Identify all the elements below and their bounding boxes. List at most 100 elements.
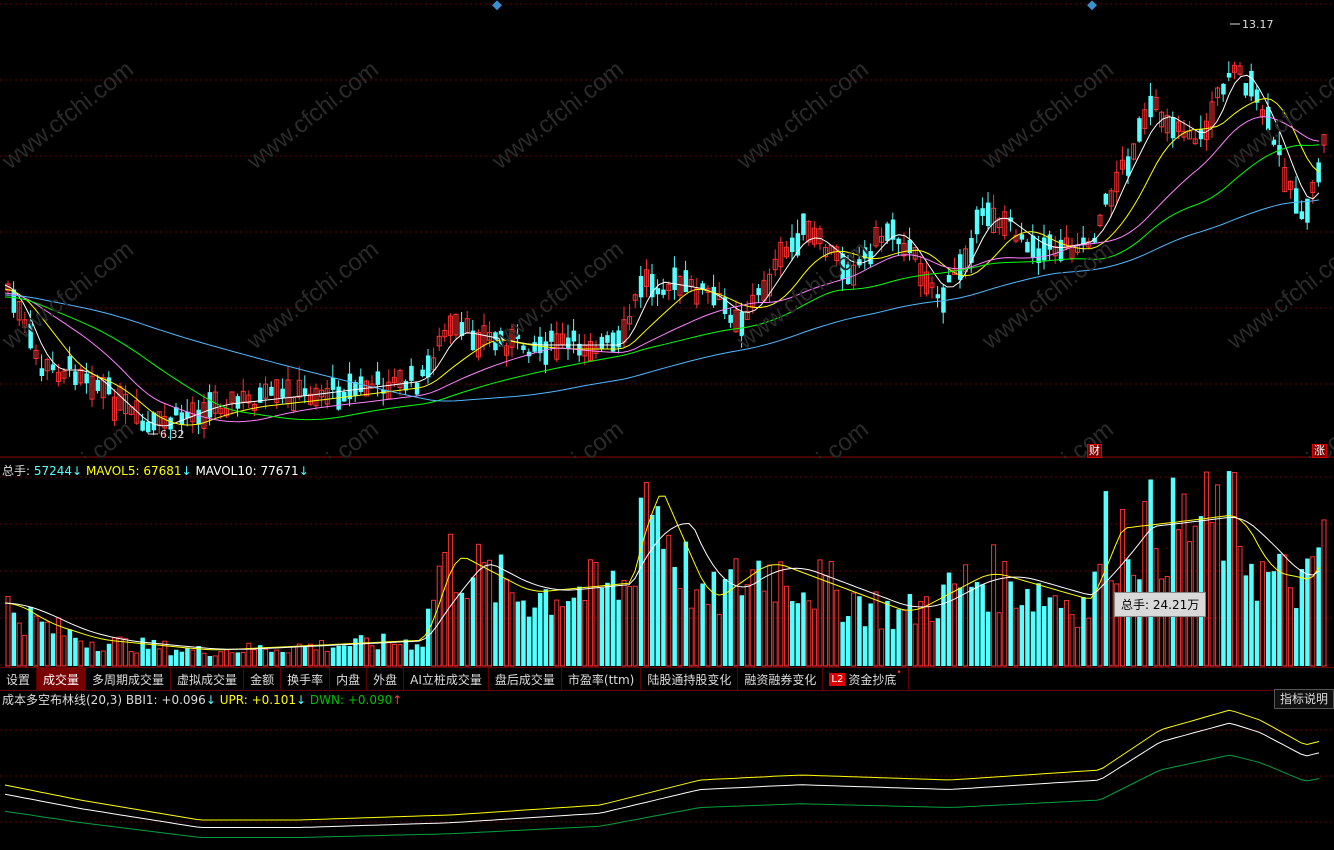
- candle-up: [240, 390, 246, 403]
- volume-bar-down: [420, 646, 425, 666]
- volume-bar-down: [683, 541, 689, 666]
- volume-bar-up: [274, 649, 280, 667]
- candle-up: [783, 246, 789, 258]
- candle-up: [1164, 114, 1170, 134]
- candle-up: [811, 227, 817, 245]
- candle-up: [22, 319, 28, 328]
- earnings-badge[interactable]: 财: [1087, 444, 1102, 458]
- candle-up: [923, 271, 929, 295]
- candle-up: [772, 258, 778, 271]
- volume-bar-up: [61, 635, 67, 667]
- mavol10-arrow: ↓: [298, 464, 309, 478]
- candle-down: [207, 392, 213, 418]
- upr-arrow: ↓: [295, 693, 307, 707]
- tab-bottom-fishing[interactable]: L2 资金抄底 •: [823, 668, 909, 690]
- candle-down: [1271, 139, 1277, 145]
- volume-bar-down: [426, 608, 431, 666]
- volume-bar-up: [212, 655, 218, 667]
- volume-bar-down: [95, 651, 101, 666]
- volume-bar-down: [571, 597, 577, 666]
- candle-down: [1299, 211, 1305, 220]
- tab-turnover[interactable]: 换手率: [281, 668, 331, 690]
- volume-bars[interactable]: [0, 459, 1334, 667]
- candle-up: [229, 391, 235, 404]
- tab-ai-volume[interactable]: AI立桩成交量: [404, 668, 489, 690]
- volume-bar-down: [1170, 477, 1176, 666]
- candlestick-chart[interactable]: www.cfchi.com www.cfchi.com www.cfchi.com w…: [0, 0, 1334, 458]
- volume-bar-down: [958, 587, 963, 666]
- event-marker-icon[interactable]: [1087, 0, 1097, 11]
- bbi-label: BBI1:: [122, 693, 162, 707]
- tab-northbound-holdings[interactable]: 陆股通持股变化: [641, 668, 739, 690]
- candle-down: [1221, 83, 1226, 95]
- upr-line: [4, 709, 1320, 821]
- dwn-value: +0.090: [347, 693, 393, 707]
- candle-down: [185, 411, 190, 419]
- volume-bar-up: [319, 640, 325, 667]
- event-marker-icon[interactable]: [492, 0, 502, 11]
- volume-bar-down: [896, 609, 901, 666]
- volume-bar-up: [369, 645, 375, 667]
- watermark: www.cfchi.com: [731, 416, 873, 458]
- volume-bar-up: [1114, 583, 1120, 667]
- candle-down: [151, 412, 157, 431]
- volume-chart[interactable]: [0, 459, 1334, 667]
- tab-settings[interactable]: 设置: [0, 668, 38, 690]
- volume-bar-down: [1271, 571, 1277, 666]
- volume-bar-up: [162, 640, 168, 667]
- dwn-label: DWN:: [306, 693, 348, 707]
- candle-up: [391, 376, 397, 384]
- tab-amount[interactable]: 金额: [244, 668, 282, 690]
- candle-up: [1231, 64, 1237, 73]
- candle-down: [616, 330, 621, 348]
- mavol5-label: MAVOL5:: [85, 464, 144, 478]
- candle-up: [201, 402, 207, 429]
- candle-down: [722, 297, 728, 315]
- tab-multi-period-volume[interactable]: 多周期成交量: [86, 668, 172, 690]
- volume-bar-up: [1164, 575, 1170, 667]
- bollinger-lines[interactable]: [0, 690, 1334, 850]
- candle-up: [1215, 87, 1221, 99]
- volume-bar-down: [549, 614, 554, 666]
- tab-pe-ttm[interactable]: 市盈率(ttm): [562, 668, 642, 690]
- candle-up: [806, 220, 812, 243]
- indicator-explain-button[interactable]: 指标说明: [1273, 689, 1334, 709]
- indicator-chart[interactable]: [0, 690, 1334, 850]
- candle-up: [694, 288, 700, 305]
- candle-down: [168, 417, 173, 430]
- candle-up: [55, 371, 61, 383]
- candle-up: [1310, 182, 1316, 194]
- mavol5-value: 67681: [143, 464, 182, 478]
- volume-bar-up: [431, 599, 437, 667]
- tab-margin-trading[interactable]: 融资融券变化: [738, 668, 824, 690]
- candle-down: [1226, 72, 1232, 78]
- candle-down: [269, 386, 274, 396]
- volume-bar-up: [817, 559, 823, 667]
- candle-up: [431, 357, 437, 371]
- rise-badge[interactable]: 涨: [1312, 444, 1327, 458]
- tab-virtual-volume[interactable]: 虚拟成交量: [171, 668, 245, 690]
- volume-bar-up: [5, 595, 11, 667]
- volume-bar-down: [532, 607, 537, 666]
- volume-bar-down: [650, 514, 655, 666]
- ma30-line: [4, 144, 1320, 421]
- candle-up: [666, 283, 672, 291]
- tab-outer-volume[interactable]: 外盘: [367, 668, 405, 690]
- candle-down: [868, 251, 873, 265]
- tab-volume[interactable]: 成交量: [37, 668, 87, 690]
- volume-bar-up: [22, 634, 28, 667]
- volume-bar-down: [269, 651, 274, 666]
- tab-after-hours-volume[interactable]: 盘后成交量: [489, 668, 562, 690]
- volume-bar-up: [156, 648, 162, 667]
- candle-down: [756, 288, 761, 296]
- volume-bar-up: [1181, 493, 1187, 667]
- volume-bar-down: [605, 582, 610, 666]
- ma20-line: [4, 116, 1320, 423]
- price-chart[interactable]: www.cfchi.com www.cfchi.com www.cfchi.com w…: [0, 0, 1334, 458]
- volume-bar-up: [16, 622, 22, 667]
- volume-bar-down: [493, 602, 498, 666]
- tab-inner-volume[interactable]: 内盘: [330, 668, 368, 690]
- volume-bar-up: [666, 534, 672, 667]
- total-volume-label: 总手:: [2, 464, 34, 478]
- volume-bar-down: [711, 571, 717, 666]
